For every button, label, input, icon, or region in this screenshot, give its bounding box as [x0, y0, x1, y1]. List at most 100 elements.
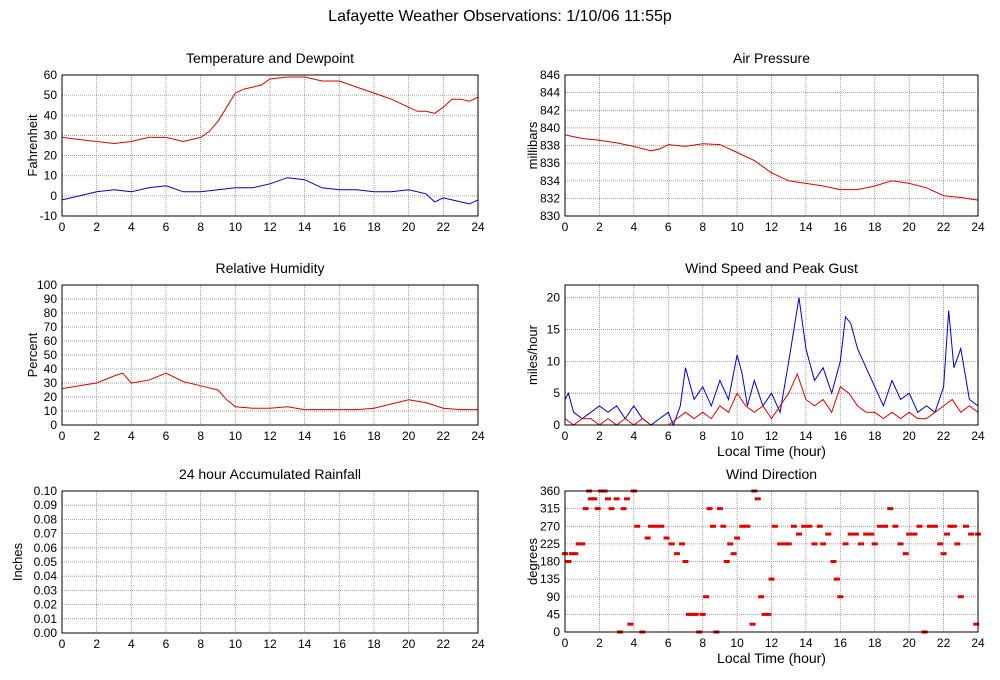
x-tick-label: 16 [834, 220, 848, 234]
data-point [685, 612, 692, 616]
x-tick-label: 18 [868, 636, 882, 650]
x-tick-label: 2 [596, 636, 603, 650]
series-line-0 [61, 76, 479, 145]
data-point [906, 532, 913, 536]
x-tick-label: 0 [59, 220, 66, 234]
y-tick-label: 100 [37, 278, 57, 292]
data-point [785, 542, 792, 546]
data-point [947, 524, 954, 528]
chart-title: 24 hour Accumulated Rainfall [179, 466, 361, 482]
data-point [950, 524, 957, 528]
y-tick-label: 15 [547, 323, 561, 337]
x-tick-label: 0 [562, 429, 569, 443]
x-tick-label: 24 [971, 220, 985, 234]
x-tick-label: 12 [263, 637, 277, 651]
x-axis-label: Local Time (hour) [717, 650, 826, 666]
x-tick-label: 8 [197, 637, 204, 651]
chart-title: Air Pressure [733, 50, 810, 66]
data-point [882, 524, 889, 528]
y-tick-label: 0.06 [34, 541, 58, 555]
x-tick-label: 14 [799, 429, 813, 443]
x-tick-label: 12 [263, 429, 277, 443]
x-tick-label: 4 [128, 220, 135, 234]
x-tick-label: 8 [699, 429, 706, 443]
series-line-0 [61, 372, 478, 411]
data-point [565, 560, 572, 563]
x-tick-label: 8 [197, 220, 204, 234]
data-point [572, 552, 579, 556]
data-point [847, 532, 854, 536]
data-point [806, 524, 813, 528]
data-point [582, 507, 589, 511]
y-axis-label: Fahrenheit [25, 114, 40, 177]
y-tick-label: 20 [547, 291, 561, 305]
data-point [658, 524, 665, 528]
data-point [916, 524, 923, 528]
data-point [944, 532, 951, 536]
x-tick-label: 18 [868, 429, 882, 443]
y-tick-label: 40 [44, 108, 58, 122]
x-tick-label: 12 [263, 220, 277, 234]
x-tick-label: 18 [868, 220, 882, 234]
data-point [782, 542, 789, 546]
x-tick-label: 22 [937, 220, 951, 234]
plot-frame [61, 490, 479, 634]
x-tick-label: 14 [799, 220, 813, 234]
data-point [613, 497, 620, 501]
y-tick-label: 0.01 [34, 612, 58, 626]
data-point [771, 524, 778, 528]
data-point [926, 524, 933, 528]
chart-title: Wind Direction [726, 466, 817, 482]
data-point [801, 524, 808, 528]
data-point [627, 622, 634, 626]
data-point [876, 524, 883, 528]
y-tick-label: 844 [540, 86, 560, 100]
data-point [897, 542, 904, 546]
y-tick-label: 135 [540, 572, 560, 586]
data-point [568, 552, 575, 556]
y-tick-label: 10 [44, 404, 58, 418]
data-point [973, 622, 980, 626]
data-point [689, 612, 696, 616]
y-axis-label: degrees [525, 538, 540, 585]
y-tick-label: 5 [553, 386, 560, 400]
y-tick-label: 0.05 [34, 555, 58, 569]
x-tick-label: 24 [471, 637, 485, 651]
y-tick-label: 90 [547, 590, 561, 604]
plot-frame [564, 284, 979, 426]
y-tick-label: 0 [553, 625, 560, 639]
y-tick-label: 360 [540, 484, 560, 498]
y-tick-label: 0 [553, 418, 560, 432]
y-tick-label: 846 [540, 68, 560, 82]
y-tick-label: 0.00 [34, 626, 58, 640]
grid-lines [61, 74, 479, 217]
x-tick-label: 10 [229, 220, 243, 234]
data-point [777, 542, 784, 546]
series-line-1 [61, 177, 479, 205]
x-tick-label: 12 [765, 220, 779, 234]
y-tick-label: 836 [540, 156, 560, 170]
y-tick-label: 50 [44, 348, 58, 362]
x-tick-label: 10 [229, 637, 243, 651]
x-tick-label: 6 [163, 220, 170, 234]
data-point [734, 536, 741, 540]
data-point [579, 542, 586, 546]
x-tick-label: 6 [163, 429, 170, 443]
data-point [871, 542, 878, 546]
x-tick-label: 16 [333, 637, 347, 651]
data-point [852, 532, 859, 536]
x-tick-label: 2 [93, 637, 100, 651]
data-point [830, 560, 837, 563]
plot-frame [564, 74, 979, 217]
x-tick-label: 0 [562, 220, 569, 234]
x-tick-label: 20 [902, 429, 916, 443]
data-point [608, 507, 615, 511]
y-tick-label: 50 [44, 88, 58, 102]
x-tick-label: 6 [665, 636, 672, 650]
y-tick-label: 225 [540, 537, 560, 551]
data-point [937, 542, 944, 546]
x-tick-label: 4 [630, 429, 637, 443]
